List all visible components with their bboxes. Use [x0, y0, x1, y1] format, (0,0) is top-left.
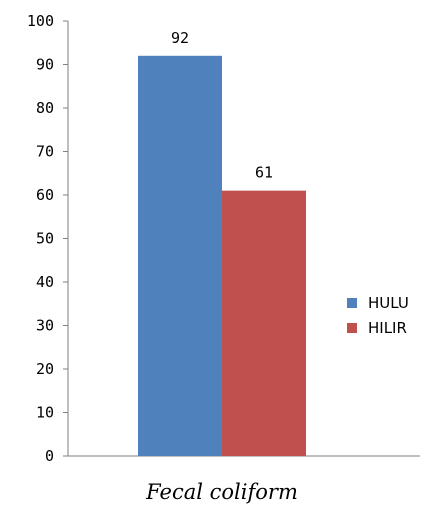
- y-tick-label: 70: [36, 143, 54, 161]
- legend-label-hilir: HILIR: [368, 319, 407, 337]
- y-tick-label: 90: [36, 56, 54, 74]
- y-tick-label: 80: [36, 99, 54, 117]
- y-tick-label: 20: [36, 360, 54, 378]
- bars: [138, 55, 306, 457]
- legend: HULU HILIR: [347, 294, 409, 337]
- legend-label-hulu: HULU: [368, 294, 409, 312]
- y-tick-label: 0: [45, 447, 54, 465]
- y-tick-label: 60: [36, 186, 54, 204]
- data-label-hilir: 61: [255, 164, 273, 182]
- y-tick-label: 30: [36, 317, 54, 335]
- y-axis-ticks: 0 10 20 30 40 50 60 70 80 90 100: [27, 12, 68, 465]
- y-tick-label: 10: [36, 404, 54, 422]
- y-tick-label: 40: [36, 273, 54, 291]
- y-tick-label: 100: [27, 12, 54, 30]
- x-axis-label: Fecal coliform: [145, 480, 298, 504]
- data-labels: 92 61: [171, 29, 273, 182]
- data-label-hulu: 92: [171, 29, 189, 47]
- y-tick-label: 50: [36, 230, 54, 248]
- bar-hulu: [138, 55, 222, 457]
- legend-swatch-hilir: [347, 323, 357, 333]
- legend-swatch-hulu: [347, 298, 357, 308]
- bar-hilir: [222, 190, 306, 456]
